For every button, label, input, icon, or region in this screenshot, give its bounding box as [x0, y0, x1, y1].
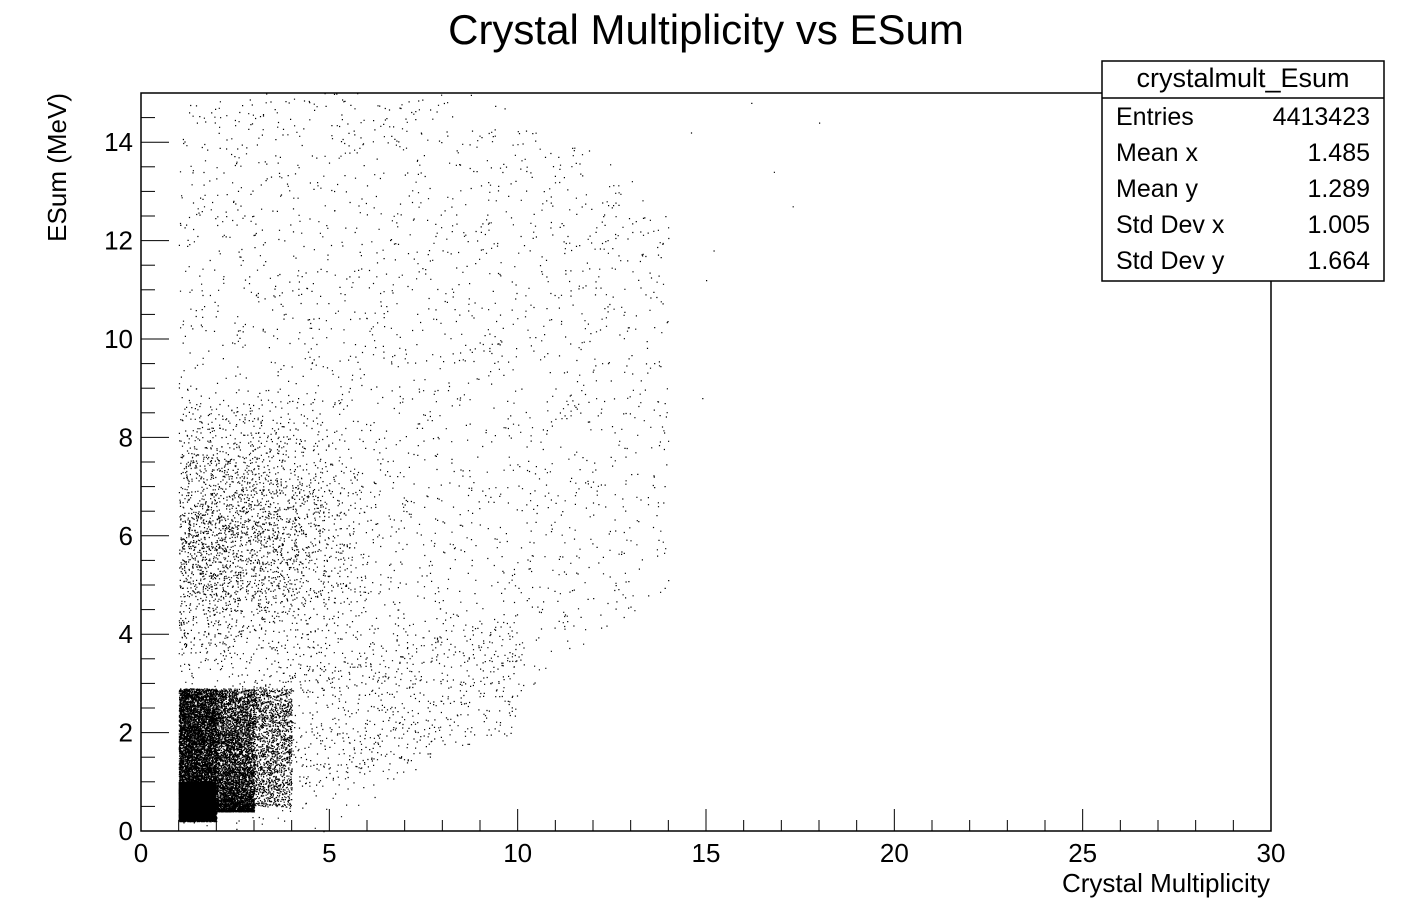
x-tick-label: 15	[692, 838, 721, 868]
stats-value: 4413423	[1273, 103, 1370, 131]
stats-value: 1.485	[1307, 139, 1370, 167]
x-axis-label: Crystal Multiplicity	[1062, 868, 1270, 898]
x-tick-label: 10	[503, 838, 532, 868]
stats-rows: Entries 4413423 Mean x 1.485 Mean y 1.289 Std …	[1116, 103, 1370, 275]
y-tick-label: 0	[119, 816, 133, 846]
stats-value: 1.005	[1307, 211, 1370, 239]
x-tick-label: 20	[880, 838, 909, 868]
chart-title: Crystal Multiplicity vs ESum	[448, 6, 964, 53]
stats-box: crystalmult_Esum Entries 4413423 Mean x 1.4…	[1101, 60, 1385, 282]
y-tick-label: 8	[119, 422, 133, 452]
x-axis: 0 5 10 15 20 25 30	[134, 809, 1286, 868]
scatter-points	[178, 93, 821, 833]
x-tick-label: 5	[322, 838, 336, 868]
stats-label: Mean y	[1116, 175, 1198, 203]
stats-value: 1.664	[1307, 247, 1370, 275]
y-tick-label: 2	[119, 718, 133, 748]
stats-box-title: crystalmult_Esum	[1136, 63, 1349, 93]
y-tick-label: 12	[104, 226, 133, 256]
x-tick-label: 25	[1068, 838, 1097, 868]
y-axis-label: ESum (MeV)	[42, 93, 72, 242]
x-tick-label: 0	[134, 838, 148, 868]
scatter-dots	[178, 93, 821, 833]
stats-label: Std Dev y	[1116, 247, 1225, 275]
y-tick-label: 4	[119, 619, 133, 649]
y-axis: 0 2 4 6 8 10 12 14	[104, 92, 169, 846]
y-tick-label: 10	[104, 324, 133, 354]
x-tick-label: 30	[1257, 838, 1286, 868]
stats-label: Std Dev x	[1116, 211, 1225, 239]
y-tick-label: 6	[119, 521, 133, 551]
stats-label: Mean x	[1116, 139, 1198, 167]
y-tick-label: 14	[104, 127, 133, 157]
stats-label: Entries	[1116, 103, 1194, 131]
stats-value: 1.289	[1307, 175, 1370, 203]
